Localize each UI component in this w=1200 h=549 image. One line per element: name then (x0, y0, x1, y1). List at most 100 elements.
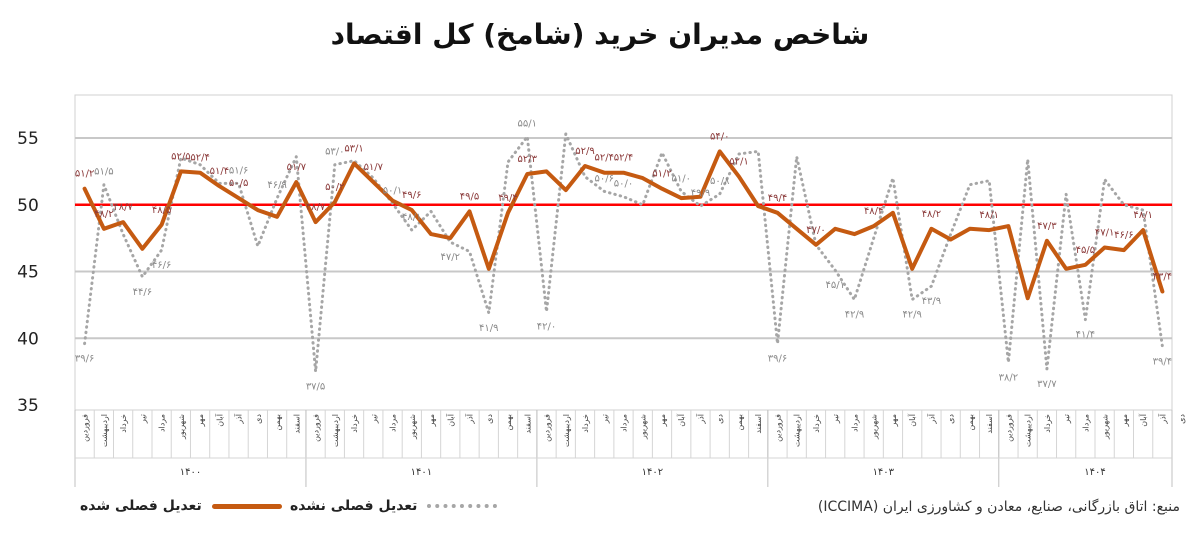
year-label: ۱۴۰۲ (642, 467, 663, 478)
x-tick-label: آبان (214, 413, 224, 427)
x-tick-label: تیر (831, 414, 840, 424)
x-tick-label: مرداد (389, 414, 398, 432)
data-label-seasonal: ۵۰/۵ (229, 178, 248, 189)
data-label-seasonal: ۴۸/۴ (864, 206, 883, 217)
data-label-nonseasonal: ۴۳/۹ (922, 296, 941, 307)
data-label-seasonal: ۴۸/۱ (979, 210, 998, 221)
x-tick-label: مهر (889, 414, 898, 427)
data-label-seasonal: ۴۸/۲ (94, 209, 113, 220)
legend-swatch-solid (211, 503, 282, 509)
data-label-nonseasonal: ۴۲/۰ (537, 322, 556, 333)
series-line-seasonal (82, 149, 1165, 301)
data-label-seasonal: ۴۹/۴ (768, 193, 787, 204)
x-tick-label: بهمن (735, 414, 744, 431)
data-label-nonseasonal: ۵۰/۸ (710, 176, 730, 187)
legend-label-nonseasonal: تعدیل فصلی نشده (290, 498, 418, 514)
x-tick-label: شهریور (870, 414, 879, 440)
year-label: ۱۴۰۰ (180, 467, 201, 478)
x-tick-label: مرداد (620, 414, 629, 432)
x-tick-label: آبان (907, 413, 917, 427)
data-label-seasonal: ۴۷/۱ (1095, 227, 1114, 238)
data-label-seasonal: ۵۲/۵ (171, 151, 190, 162)
year-label: ۱۴۰۴ (1084, 467, 1105, 478)
x-tick-label: تیر (369, 414, 378, 424)
x-tick-label: اردیبهشت (793, 414, 802, 447)
x-tick-label: مهر (196, 414, 205, 427)
x-tick-label: شهریور (408, 414, 417, 440)
data-label-seasonal: ۴۸/۷ (113, 202, 133, 213)
x-tick-label: مرداد (158, 414, 167, 432)
x-tick-label: بهمن (273, 414, 282, 431)
plot-frame (74, 94, 1173, 411)
x-tick-label: فروردین (81, 414, 90, 442)
data-label-seasonal: ۴۸/۱ (1133, 210, 1152, 221)
data-label-nonseasonal: ۴۲/۹ (902, 310, 921, 321)
data-label-seasonal: ۵۲/۹ (575, 146, 594, 157)
data-label-seasonal: ۵۰/۲ (325, 182, 344, 193)
x-tick-label: شهریور (639, 414, 648, 440)
x-tick-label: دی (716, 414, 725, 424)
x-tick-label: بهمن (504, 414, 513, 431)
x-tick-label: آذر (234, 413, 244, 424)
x-tick-label: اردیبهشت (331, 414, 340, 447)
x-tick-label: آذر (926, 413, 936, 424)
x-tick-label: مرداد (1081, 414, 1090, 432)
x-tick-label: فروردین (312, 414, 321, 442)
data-label-nonseasonal: ۳۹/۴ (1153, 356, 1172, 367)
legend-item-nonseasonal: تعدیل فصلی نشده (290, 498, 498, 514)
data-label-seasonal: ۵۲/۴ (595, 153, 614, 164)
data-label-nonseasonal: ۴۱/۴ (1076, 330, 1095, 341)
x-tick-label: اردیبهشت (1024, 414, 1033, 447)
data-label-nonseasonal: ۴۸/۱ (402, 212, 421, 223)
x-tick-label: دی (485, 414, 494, 424)
x-tick-label: آذر (465, 413, 475, 424)
data-label-seasonal: ۴۸/۲ (922, 209, 941, 220)
x-tick-label: فروردین (543, 414, 552, 442)
data-label-nonseasonal: ۳۹/۶ (75, 354, 94, 365)
x-tick-label: دی (254, 414, 263, 424)
data-label-nonseasonal: ۴۵/۱ (825, 280, 844, 291)
data-label-seasonal: ۴۹/۴ (498, 193, 517, 204)
y-tick-label: 45 (17, 263, 39, 283)
data-label-seasonal: ۵۱/۲ (652, 169, 671, 180)
data-label-nonseasonal: ۴۶/۶ (152, 260, 171, 271)
data-label-seasonal: ۵۲/۳ (518, 154, 538, 165)
x-tick-label: خرداد (812, 414, 821, 433)
x-tick-label: اسفند (985, 414, 994, 434)
data-label-seasonal: ۴۹/۶ (402, 190, 421, 201)
data-label-nonseasonal: ۴۷/۲ (441, 252, 460, 263)
x-tick-label: دی (1178, 414, 1187, 424)
x-tick-label: اردیبهشت (100, 414, 109, 447)
x-tick-label: آذر (1157, 413, 1167, 424)
data-label-seasonal: ۴۸/۵ (152, 205, 171, 216)
x-tick-label: شهریور (1101, 414, 1110, 440)
data-label-seasonal: ۴۳/۴ (1153, 272, 1172, 283)
data-label-nonseasonal: ۴۶/۹ (267, 180, 286, 191)
data-label-seasonal: ۵۴/۰ (710, 131, 729, 142)
year-label: ۱۴۰۳ (873, 467, 895, 478)
legend-item-seasonal: تعدیل فصلی شده (80, 498, 282, 514)
x-tick-label: اسفند (523, 414, 532, 434)
data-label-nonseasonal: ۵۳/۰ (325, 147, 344, 158)
data-label-nonseasonal: ۵۵/۱ (518, 119, 537, 130)
x-tick-label: فروردین (773, 414, 782, 442)
x-tick-label: تیر (138, 414, 147, 424)
data-label-seasonal: ۵۱/۷ (364, 162, 384, 173)
data-label-nonseasonal: ۵۰/۶ (595, 173, 614, 184)
x-tick-label: مهر (1120, 414, 1129, 427)
x-tick-label: تیر (600, 414, 609, 424)
x-tick-label: خرداد (119, 414, 128, 433)
data-label-seasonal: ۵۱/۲ (75, 169, 94, 180)
x-tick-label: فروردین (1004, 414, 1013, 442)
data-label-nonseasonal: ۴۹/۹ (691, 188, 710, 199)
x-tick-label: دی (947, 414, 956, 424)
x-tick-label: اردیبهشت (562, 414, 571, 447)
y-tick-label: 35 (17, 396, 39, 416)
y-tick-label: 40 (17, 329, 39, 349)
data-label-seasonal: ۴۹/۵ (460, 191, 479, 202)
data-label-nonseasonal: ۳۷/۷ (1037, 379, 1057, 390)
x-tick-label: بهمن (966, 414, 975, 431)
data-label-seasonal: ۵۳/۱ (344, 143, 363, 154)
x-tick-label: تیر (1062, 414, 1071, 424)
